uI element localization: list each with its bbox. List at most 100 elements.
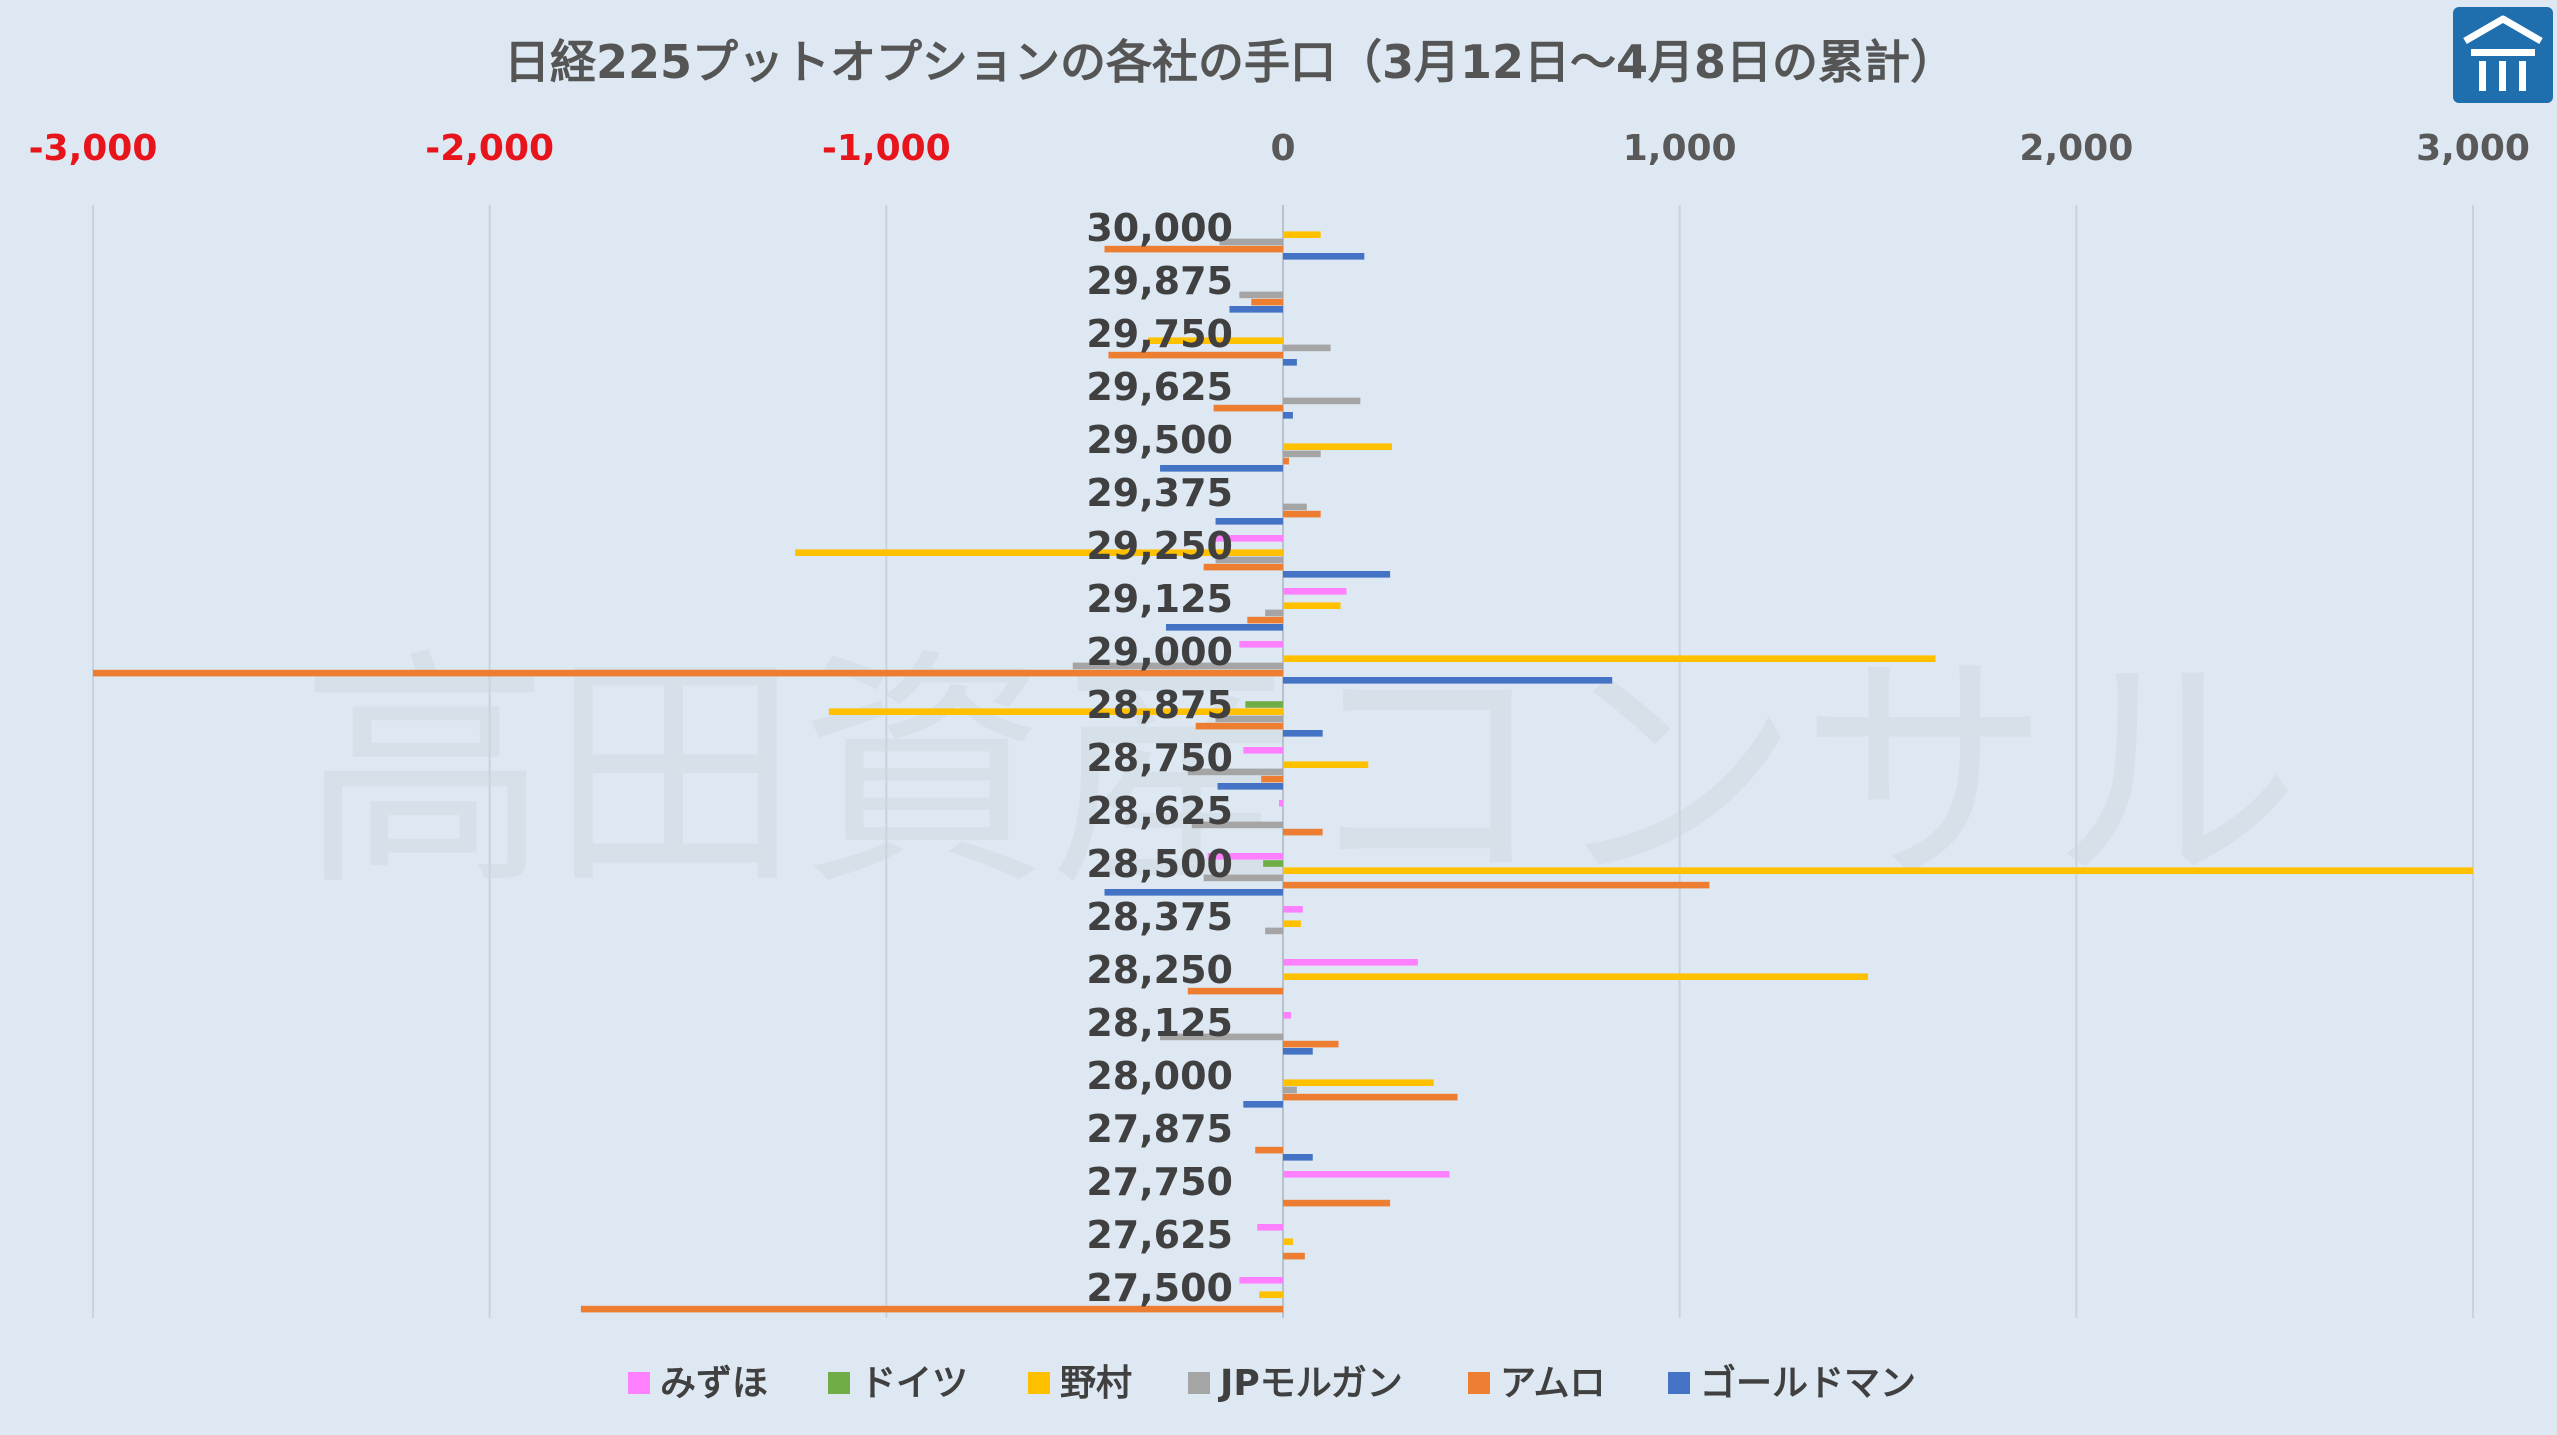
x-axis-ticks: -3,000 -2,000 -1,000 0 1,000 2,000 3,000 [29, 128, 2530, 169]
bar [1283, 1012, 1291, 1019]
bar [1283, 412, 1293, 419]
bar [1283, 457, 1289, 465]
bar [1217, 783, 1283, 790]
bar [1160, 465, 1283, 472]
bar [1283, 1238, 1293, 1245]
series-3 [1072, 238, 1361, 1094]
bar [1257, 1224, 1283, 1231]
category-label: 30,000 [1086, 206, 1233, 250]
legend-label: アムロ [1500, 1363, 1605, 1404]
series-0 [1207, 535, 1450, 1284]
bar [1191, 821, 1283, 829]
bar [580, 1305, 1283, 1313]
legend-label: みずほ [660, 1363, 768, 1404]
bar [1283, 1171, 1450, 1178]
legend-label: JPモルガン [1217, 1363, 1403, 1404]
legend-item: みずほ [628, 1363, 768, 1404]
category-label: 27,500 [1086, 1266, 1233, 1310]
x-tick-label: 0 [1270, 128, 1295, 169]
logo-pillar-icon [2519, 61, 2526, 91]
legend-label: 野村 [1060, 1363, 1132, 1404]
category-label: 28,000 [1086, 1054, 1233, 1098]
category-label: 28,250 [1086, 948, 1233, 992]
bar [1203, 563, 1283, 571]
logo-pillar-icon [2499, 61, 2506, 91]
x-tick-label: 2,000 [2019, 128, 2133, 169]
legend-item: ドイツ [828, 1363, 968, 1404]
legend-swatch [1668, 1372, 1690, 1394]
bar [1283, 1093, 1458, 1101]
bar [1283, 602, 1341, 609]
bar [1247, 616, 1283, 624]
bars [93, 231, 2473, 1313]
category-label: 27,625 [1086, 1213, 1233, 1257]
bar [1283, 503, 1307, 511]
bar [1283, 359, 1297, 366]
bar [1245, 701, 1283, 708]
bar [1187, 987, 1283, 995]
bar [93, 669, 1283, 677]
bar [828, 708, 1283, 715]
bar [1207, 853, 1283, 860]
bar [1283, 867, 2473, 874]
bar [1104, 889, 1283, 896]
legend-swatch [1028, 1372, 1050, 1394]
series-2 [795, 231, 2473, 1298]
bar [1251, 298, 1283, 306]
category-label: 28,625 [1086, 789, 1233, 833]
legend-swatch [1468, 1372, 1490, 1394]
series-4 [93, 245, 1710, 1313]
category-labels: 30,000 29,875 29,750 29,625 29,500 29,375 29,2… [1086, 206, 1233, 1310]
bar [1283, 443, 1393, 450]
bar [1283, 588, 1347, 595]
bar [1203, 874, 1283, 882]
legend-swatch [1188, 1372, 1210, 1394]
x-tick-label: -1,000 [822, 128, 951, 169]
legend-swatch [828, 1372, 850, 1394]
bar [1239, 641, 1283, 648]
logo-roof-icon [2463, 15, 2543, 45]
brand-logo [2453, 7, 2553, 103]
bar [1187, 768, 1283, 776]
category-label: 29,375 [1086, 471, 1233, 515]
bar [1283, 231, 1321, 238]
category-label: 29,500 [1086, 418, 1233, 462]
bar [1229, 306, 1283, 313]
bar [1283, 1086, 1297, 1094]
legend-item: JPモルガン [1188, 1363, 1403, 1404]
bar [1239, 1277, 1283, 1284]
bar [1215, 518, 1283, 525]
bar [1283, 344, 1331, 352]
category-label: 28,750 [1086, 736, 1233, 780]
legend-label: ドイツ [860, 1363, 968, 1404]
bar [1283, 959, 1418, 966]
bar [1165, 624, 1283, 631]
bar [1279, 800, 1283, 807]
legend-item: 野村 [1028, 1363, 1132, 1404]
category-label: 29,875 [1086, 259, 1233, 303]
bar [1283, 510, 1321, 518]
legend-item: ゴールドマン [1668, 1362, 1916, 1404]
bar [1160, 1033, 1283, 1041]
category-label: 29,625 [1086, 365, 1233, 409]
bar [1215, 715, 1283, 723]
category-label: 29,125 [1086, 577, 1233, 621]
logo-beam-icon [2471, 49, 2535, 56]
category-label: 27,750 [1086, 1160, 1233, 1204]
legend-swatch [628, 1372, 650, 1394]
bar [1283, 973, 1869, 980]
bar [1211, 535, 1283, 542]
logo-pillar-icon [2479, 61, 2486, 91]
chart-title: 日経225プットオプションの各社の手口（3月12日～4月8日の累計） [504, 35, 1956, 89]
bar [1283, 1252, 1305, 1260]
category-label: 29,750 [1086, 312, 1233, 356]
category-label: 28,875 [1086, 683, 1233, 727]
series-5 [1104, 253, 1613, 1161]
x-tick-label: -2,000 [425, 128, 554, 169]
bar [1283, 920, 1301, 927]
bar [1265, 927, 1283, 935]
bar [1265, 609, 1283, 617]
bar [1283, 828, 1323, 836]
bar [1243, 747, 1283, 754]
